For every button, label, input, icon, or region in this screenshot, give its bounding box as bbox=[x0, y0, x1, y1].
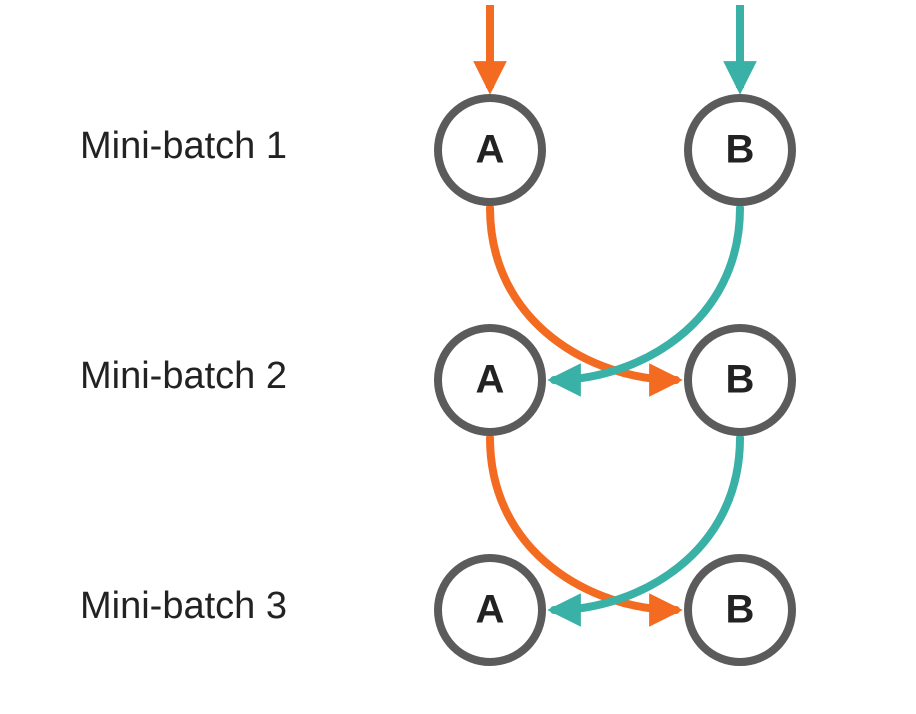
diagram-canvas: A B A B A B Mini-batch 1 Mini-batch 2 Mini-batch… bbox=[0, 0, 916, 714]
node-label: A bbox=[476, 588, 505, 633]
node-label: B bbox=[726, 358, 755, 403]
row-label: Mini-batch 2 bbox=[80, 355, 287, 398]
node-label: A bbox=[476, 128, 505, 173]
node-label: A bbox=[476, 358, 505, 403]
row-label: Mini-batch 3 bbox=[80, 585, 287, 628]
row-label: Mini-batch 1 bbox=[80, 125, 287, 168]
node-label: B bbox=[726, 588, 755, 633]
node-label: B bbox=[726, 128, 755, 173]
